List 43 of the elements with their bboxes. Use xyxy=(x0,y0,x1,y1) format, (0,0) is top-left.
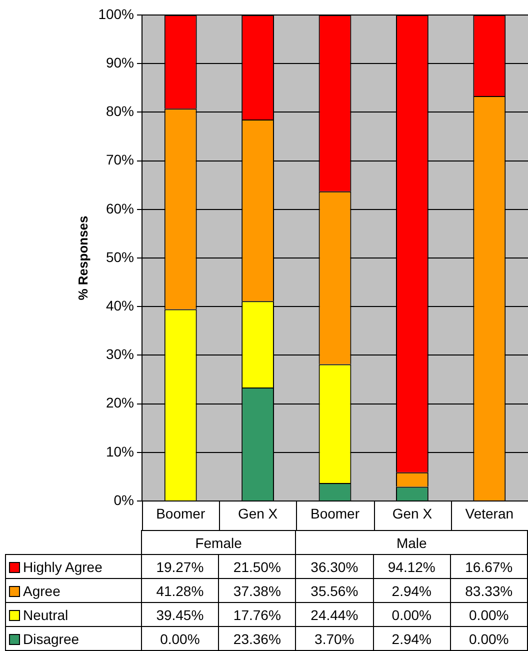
y-tick-label: 100% xyxy=(98,6,134,22)
y-tick-label: 50% xyxy=(106,248,134,265)
data-label: 36.30% xyxy=(296,554,374,578)
y-tick-label: 60% xyxy=(106,200,134,216)
legend-label: Highly Agree xyxy=(6,554,142,578)
y-tick-label: 70% xyxy=(106,152,134,168)
y-tick-label: 10% xyxy=(106,443,134,460)
x-tick-label: Boomer xyxy=(156,505,206,522)
data-label: 41.28% xyxy=(141,578,219,602)
data-label: 19.27% xyxy=(141,554,219,578)
x-tick-label: Veteran xyxy=(465,505,514,522)
data-label: 23.36% xyxy=(218,626,296,650)
y-tick-label: 0% xyxy=(114,492,134,508)
data-label: 2.94% xyxy=(373,626,450,650)
data-label: 0.00% xyxy=(373,602,450,626)
y-tick-label: 30% xyxy=(106,346,134,362)
data-label: 17.76% xyxy=(218,602,296,626)
y-tick-label: 90% xyxy=(106,54,134,70)
data-label: 16.67% xyxy=(450,554,528,578)
data-label: 3.70% xyxy=(296,626,374,650)
text: Male xyxy=(296,530,528,554)
legend-label: Disagree xyxy=(6,626,142,650)
data-label: 24.44% xyxy=(296,602,374,626)
data-label: 39.45% xyxy=(141,602,219,626)
y-tick-label: 40% xyxy=(106,297,134,314)
x-tick-label: Boomer xyxy=(310,505,360,522)
y-axis-title: % Responses xyxy=(75,216,90,300)
data-label: 37.38% xyxy=(218,578,296,602)
y-tick-label: 20% xyxy=(106,394,134,411)
data-label: 0.00% xyxy=(450,602,528,626)
data-label: 0.00% xyxy=(141,626,219,650)
y-tick-label: 80% xyxy=(106,103,134,120)
data-label: 94.12% xyxy=(373,554,450,578)
legend-label: Neutral xyxy=(6,602,142,626)
text: Female xyxy=(141,530,296,554)
data-label: 0.00% xyxy=(450,626,528,650)
legend-label: Agree xyxy=(6,578,142,602)
data-label: 21.50% xyxy=(218,554,296,578)
data-label: 35.56% xyxy=(296,578,374,602)
x-tick-label: Gen X xyxy=(392,505,433,522)
data-label: 83.33% xyxy=(450,578,528,602)
x-tick-label: Gen X xyxy=(238,505,278,522)
data-label: 2.94% xyxy=(373,578,450,602)
